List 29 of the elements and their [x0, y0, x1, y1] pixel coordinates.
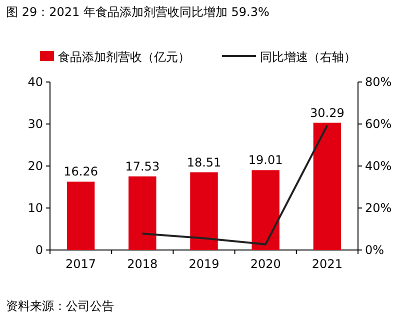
legend-label: 同比增速（右轴）: [260, 50, 356, 64]
bar: [66, 182, 95, 250]
x-tick-label: 2018: [127, 257, 158, 271]
bar: [252, 170, 280, 250]
y-tick-label: 20: [28, 159, 43, 173]
bar: [190, 172, 218, 250]
bar: [313, 122, 342, 250]
text: 资料来源：公司公告: [6, 299, 114, 313]
data-label: 17.53: [125, 159, 160, 174]
y-tick-label: 40: [28, 75, 43, 89]
x-tick-label: 2019: [188, 257, 220, 271]
y-tick-label: 30: [28, 117, 43, 131]
x-tick-label: 2017: [66, 257, 96, 271]
y-tick-label: 10: [28, 201, 43, 215]
x-tick-label: 2021: [312, 257, 342, 271]
data-label: 30.29: [310, 106, 344, 120]
y2-tick-label: 20%: [365, 201, 392, 215]
x-tick-label: 2020: [250, 257, 281, 271]
chart-title: 图 29：2021 年食品添加剂营收同比增加 59.3%: [6, 5, 270, 19]
data-label: 16.26: [64, 164, 98, 179]
y2-tick-label: 0%: [365, 243, 384, 257]
legend-label: 食品添加剂营收（亿元）: [58, 50, 190, 64]
y-tick-label: 0: [35, 243, 43, 257]
data-label: 18.51: [186, 155, 222, 170]
y2-tick-label: 60%: [365, 117, 392, 131]
y2-tick-label: 80%: [365, 75, 392, 89]
y2-tick-label: 40%: [365, 159, 392, 173]
bar: [128, 176, 156, 250]
data-label: 19.01: [248, 153, 283, 168]
